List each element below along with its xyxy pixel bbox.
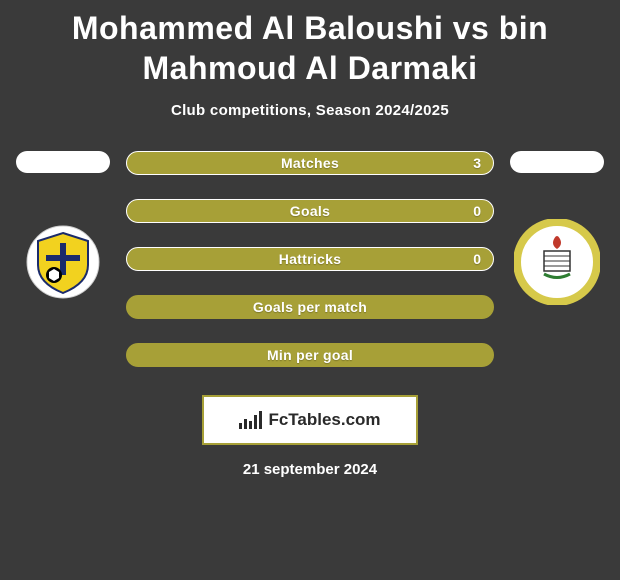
bar-chart-icon [239, 411, 262, 429]
stat-bars: Matches 3 Goals 0 Hattricks 0 Goals per match M… [126, 151, 494, 367]
player-left-name-pill [16, 151, 110, 173]
stat-bar: Hattricks 0 [126, 247, 494, 271]
snapshot-date: 21 september 2024 [0, 461, 620, 478]
player-right-name-pill [510, 151, 604, 173]
shield-icon [26, 225, 100, 299]
brand-box: FcTables.com [202, 395, 418, 445]
season-subtitle: Club competitions, Season 2024/2025 [0, 102, 620, 119]
stat-bar: Goals 0 [126, 199, 494, 223]
club-crest-icon [514, 219, 600, 305]
player-left-column [8, 151, 118, 305]
player-right-column [502, 151, 612, 305]
stat-bar-label: Matches [281, 155, 339, 171]
stat-bar-value-right: 0 [473, 203, 481, 219]
stat-bar-label: Goals [290, 203, 330, 219]
stat-bar-label: Min per goal [267, 347, 353, 363]
stat-bar-label: Hattricks [279, 251, 342, 267]
player-left-club-badge [20, 219, 106, 305]
stat-bar: Matches 3 [126, 151, 494, 175]
comparison-title: Mohammed Al Baloushi vs bin Mahmoud Al D… [0, 0, 620, 88]
brand-text: FcTables.com [268, 410, 380, 430]
stat-bar-value-right: 3 [473, 155, 481, 171]
stat-bar: Min per goal [126, 343, 494, 367]
stat-bar: Goals per match [126, 295, 494, 319]
player-right-club-badge [514, 219, 600, 305]
stat-bar-value-right: 0 [473, 251, 481, 267]
stat-bar-label: Goals per match [253, 299, 367, 315]
stats-area: Matches 3 Goals 0 Hattricks 0 Goals per match M… [0, 151, 620, 367]
